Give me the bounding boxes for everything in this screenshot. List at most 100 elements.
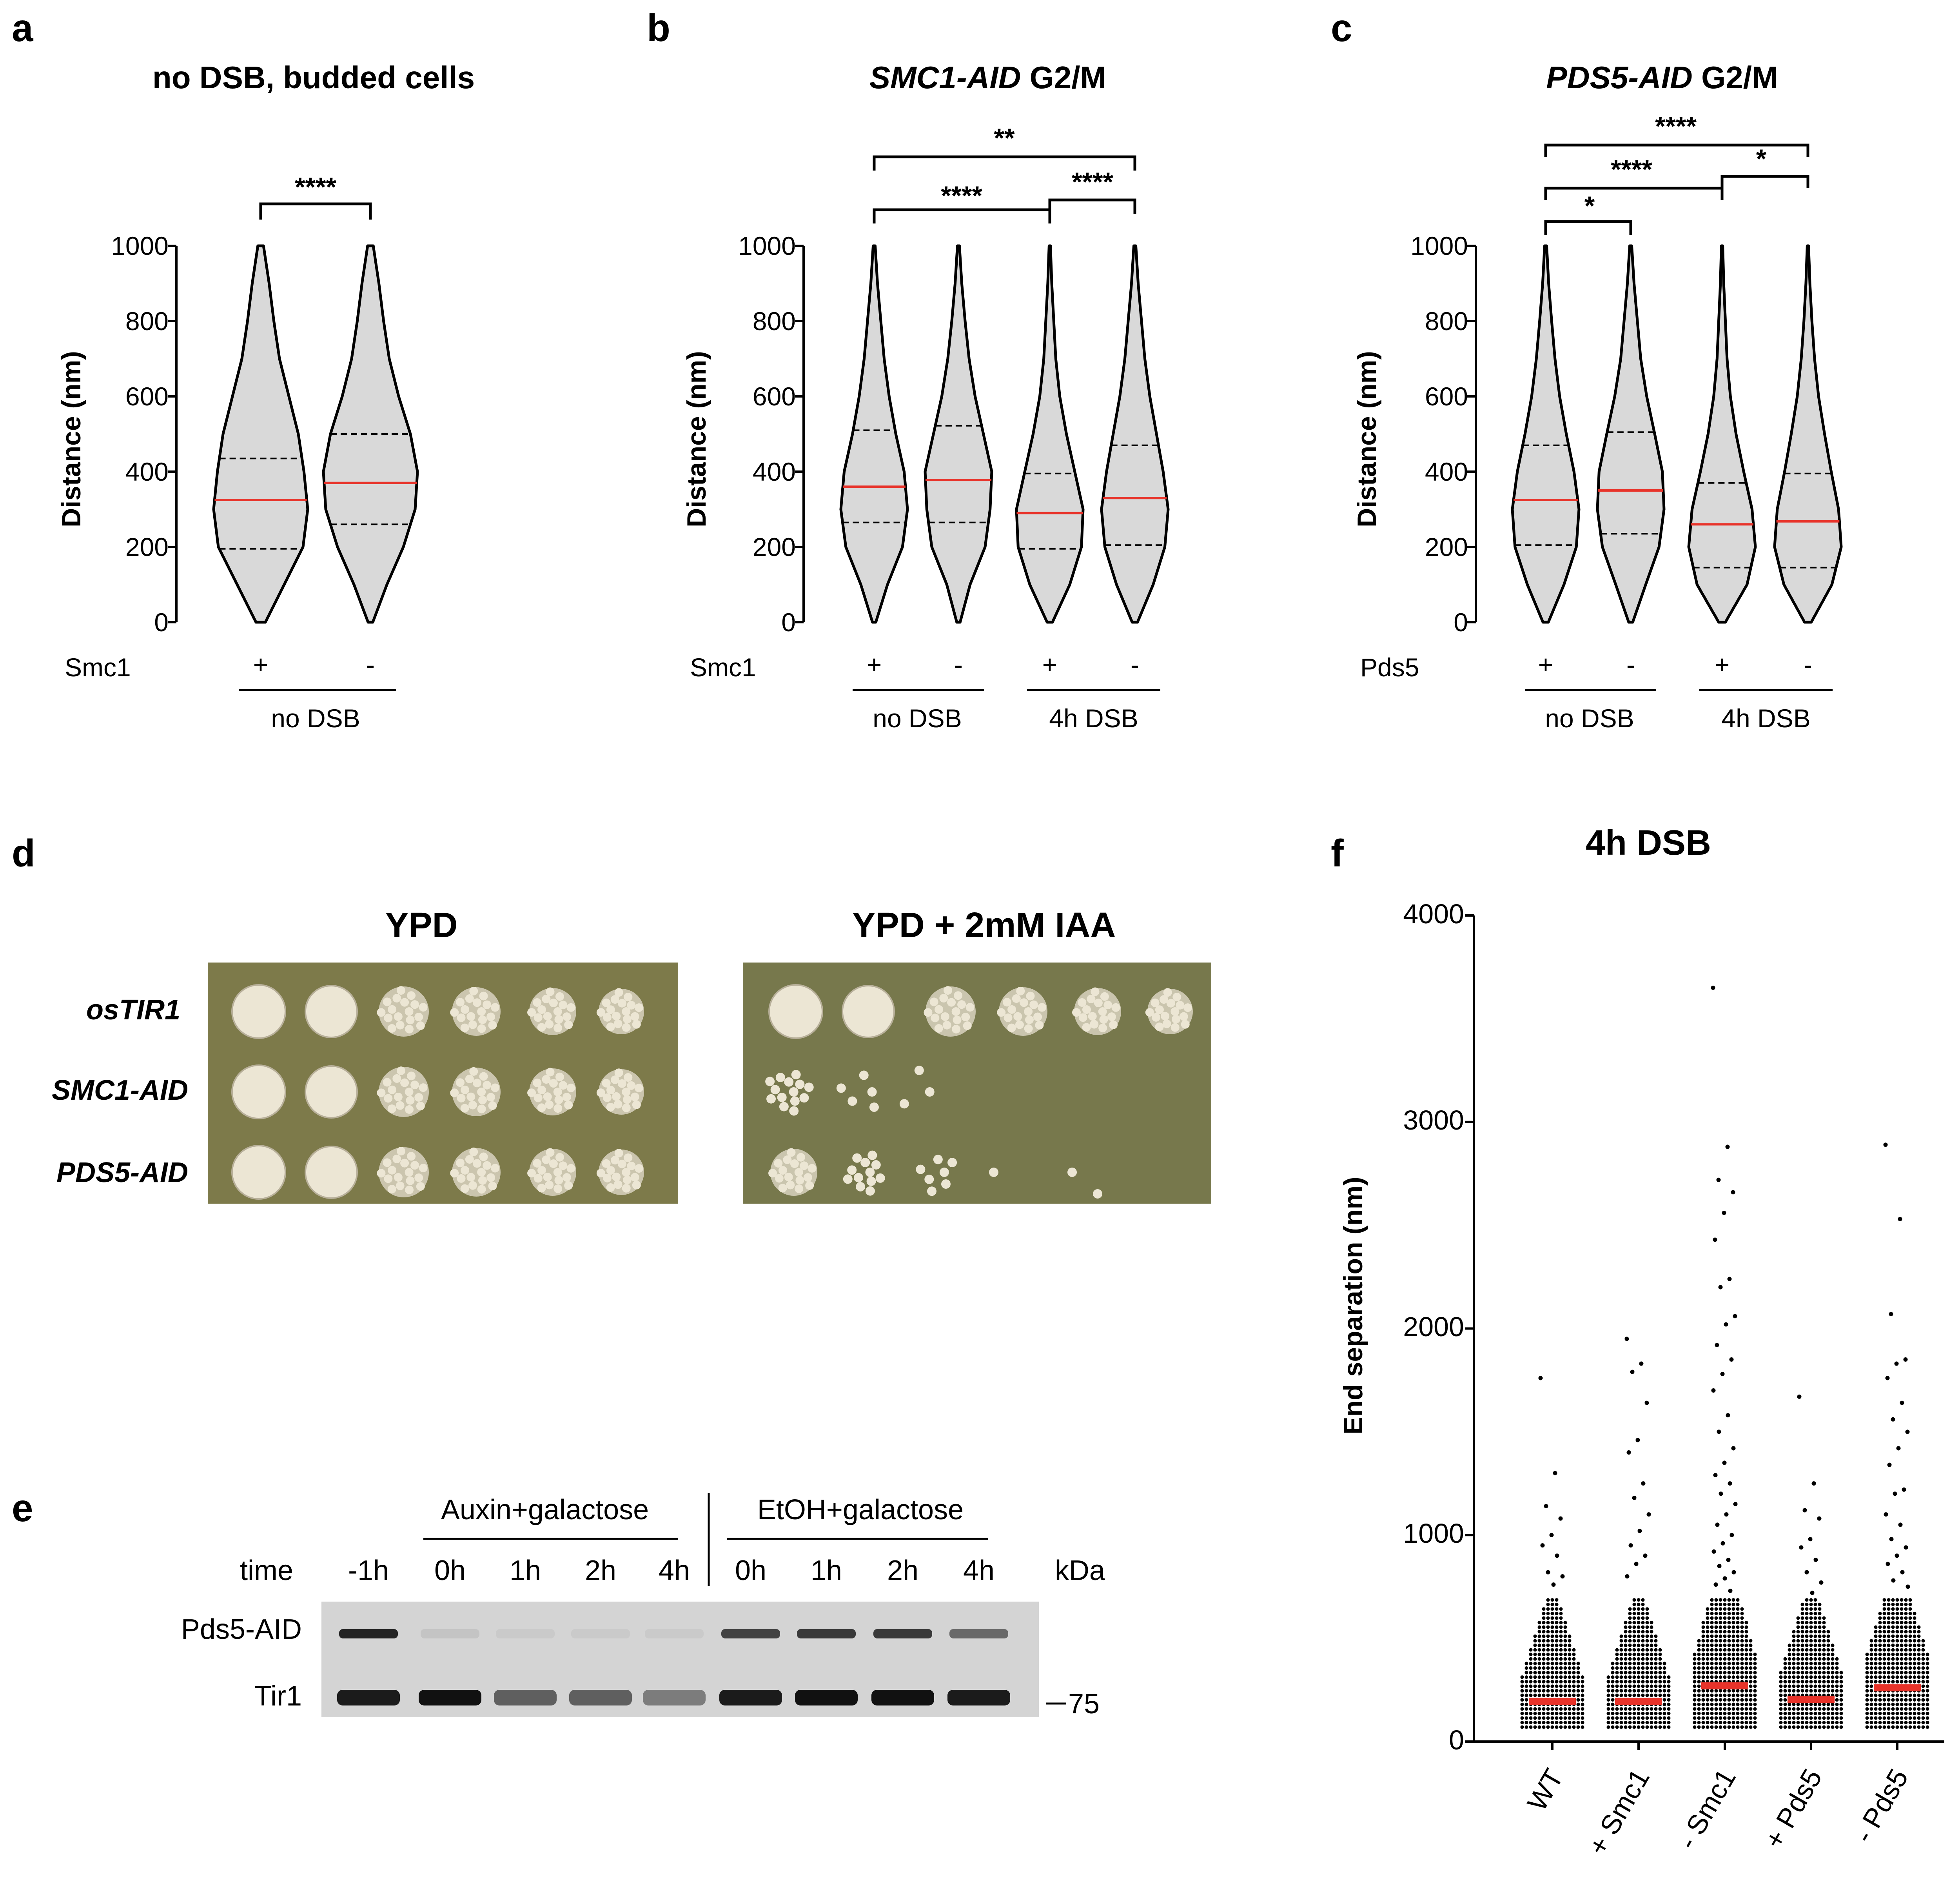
data-point: [1533, 1662, 1537, 1665]
colony: [613, 1180, 622, 1189]
data-point: [1716, 1177, 1721, 1182]
data-point: [1720, 1371, 1725, 1376]
y-tick-label: 800: [1425, 307, 1468, 336]
colony: [410, 1081, 419, 1090]
data-point: [1788, 1702, 1791, 1706]
data-point: [1667, 1702, 1671, 1706]
data-point: [1701, 1671, 1705, 1675]
data-point: [1900, 1671, 1904, 1675]
data-point: [1667, 1693, 1671, 1697]
data-point: [1788, 1684, 1791, 1688]
data-point: [1628, 1671, 1632, 1675]
data-point: [1869, 1657, 1873, 1661]
data-point: [1537, 1721, 1541, 1725]
data-point: [1749, 1716, 1753, 1720]
data-point: [1662, 1689, 1666, 1693]
y-tick-label: 400: [753, 457, 796, 486]
colony: [554, 1176, 563, 1185]
data-point: [1878, 1702, 1882, 1706]
colony: [1111, 1003, 1120, 1012]
group-label: no DSB: [271, 704, 360, 733]
data-point: [1908, 1716, 1912, 1720]
data-point: [1874, 1680, 1878, 1684]
data-point: [1632, 1707, 1636, 1711]
colony: [414, 1012, 423, 1021]
data-point: [1736, 1657, 1740, 1661]
data-point: [1606, 1698, 1610, 1702]
data-point: [1645, 1657, 1649, 1661]
colony: [460, 1023, 469, 1032]
data-point: [1555, 1653, 1559, 1656]
data-point: [1701, 1657, 1705, 1661]
data-point: [1865, 1684, 1869, 1688]
data-point: [1542, 1693, 1546, 1697]
colony: [543, 1092, 552, 1101]
data-point: [1555, 1684, 1559, 1688]
data-point: [1719, 1616, 1722, 1620]
data-point: [1908, 1621, 1912, 1625]
data-point: [1546, 1625, 1550, 1629]
data-point: [1563, 1639, 1567, 1643]
data-point: [1524, 1666, 1528, 1670]
data-point: [1865, 1671, 1869, 1675]
data-point: [1555, 1648, 1559, 1652]
data-point: [1520, 1698, 1524, 1702]
data-point: [1550, 1616, 1554, 1620]
panel-letter-b: b: [647, 6, 670, 49]
data-point: [1740, 1666, 1744, 1670]
data-point: [1809, 1621, 1813, 1625]
data-point: [1706, 1698, 1710, 1702]
y-tick-label: 200: [1425, 532, 1468, 561]
data-point: [1654, 1725, 1658, 1729]
colony: [394, 1012, 403, 1021]
data-point: [1749, 1707, 1753, 1711]
data-point: [1904, 1616, 1908, 1620]
colony: [1038, 1003, 1047, 1012]
data-point: [1723, 1621, 1727, 1625]
data-point: [1779, 1689, 1783, 1693]
strain-label: PDS5-AID: [56, 1157, 188, 1188]
x-tick-label: + Smc1: [1582, 1764, 1655, 1860]
colony: [407, 1152, 416, 1161]
data-point: [1904, 1648, 1908, 1652]
data-point: [1736, 1616, 1740, 1620]
data-point: [1726, 1413, 1730, 1418]
data-point: [1921, 1671, 1925, 1675]
data-point: [1550, 1662, 1554, 1665]
data-point: [1826, 1666, 1830, 1670]
data-point: [1809, 1716, 1813, 1720]
data-point: [1714, 1721, 1718, 1725]
violin-shape: [1596, 244, 1666, 624]
data-point: [1713, 1582, 1718, 1587]
data-point: [1555, 1598, 1559, 1602]
violins-panel-c: [1467, 143, 1843, 624]
colony: [416, 1182, 425, 1191]
data-point: [1884, 1512, 1888, 1517]
data-point: [1731, 1702, 1735, 1706]
data-point: [1546, 1653, 1550, 1656]
data-point: [1753, 1653, 1757, 1656]
data-point: [1615, 1725, 1619, 1729]
data-point: [1731, 1666, 1735, 1670]
data-point: [1710, 1721, 1714, 1725]
data-point: [1563, 1662, 1567, 1665]
colony: [614, 988, 623, 997]
data-point: [1839, 1671, 1843, 1675]
data-point: [1813, 1721, 1817, 1725]
data-point: [1546, 1639, 1550, 1643]
data-point: [1650, 1716, 1653, 1720]
data-point: [1839, 1721, 1843, 1725]
data-point: [1542, 1671, 1546, 1675]
data-point: [1542, 1634, 1546, 1638]
colony: [1012, 994, 1021, 1003]
data-point: [1706, 1630, 1710, 1634]
data-point: [1826, 1639, 1830, 1643]
data-point: [1908, 1611, 1912, 1615]
data-point: [1606, 1721, 1610, 1725]
colony: [1082, 1023, 1091, 1032]
data-point: [1658, 1671, 1662, 1675]
data-point: [1650, 1689, 1653, 1693]
data-point: [1568, 1711, 1572, 1715]
data-point: [1581, 1675, 1584, 1679]
data-point: [1537, 1644, 1541, 1647]
